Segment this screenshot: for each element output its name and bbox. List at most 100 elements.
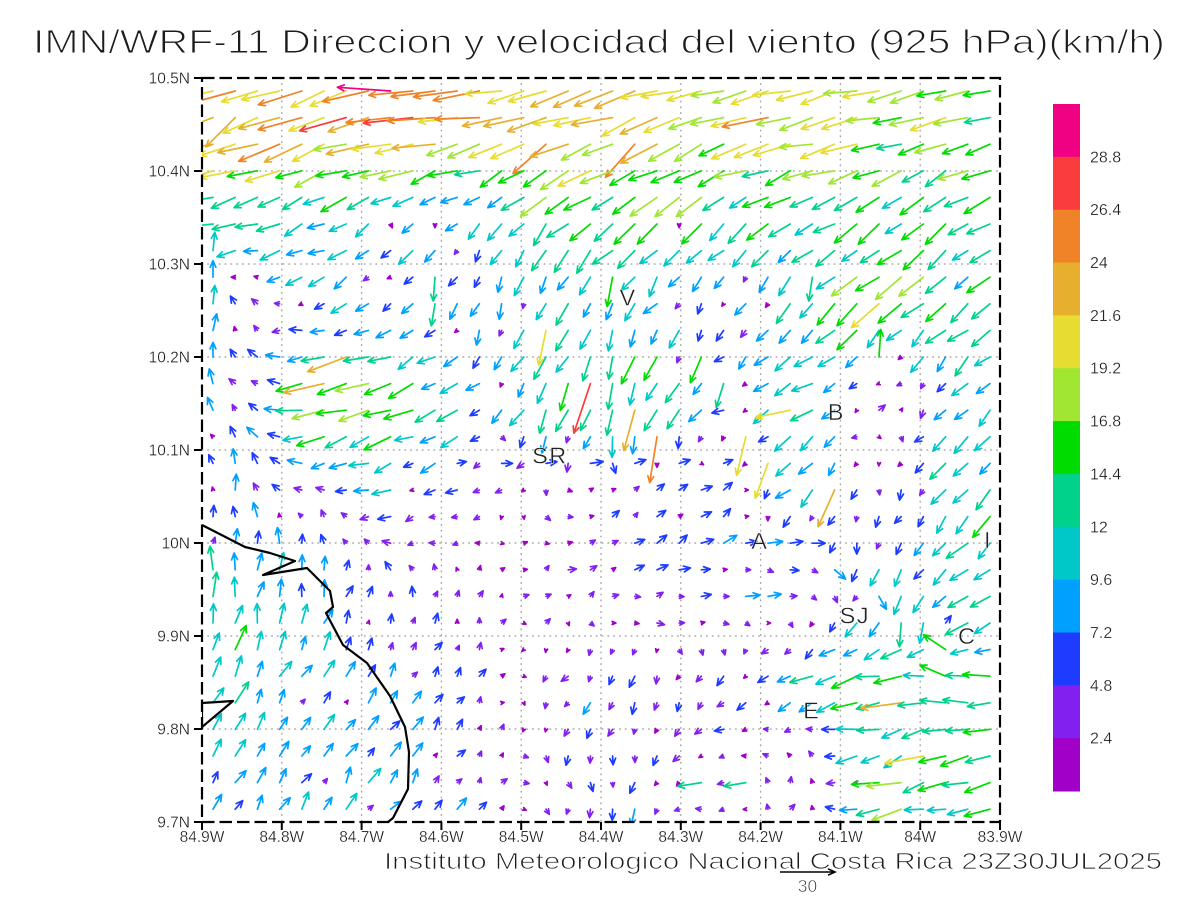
wind-arrow: [609, 781, 616, 788]
wind-arrow: [648, 276, 658, 298]
wind-arrow: [973, 568, 991, 581]
wind-arrow: [741, 196, 769, 209]
wind-arrow: [820, 143, 858, 155]
wind-arrow: [913, 143, 947, 155]
wind-arrow: [902, 781, 925, 794]
wind-arrow: [767, 538, 784, 546]
wind-arrow: [593, 90, 636, 110]
wind-arrow: [387, 613, 395, 624]
wind-arrow: [234, 769, 247, 784]
wind-arrow: [950, 382, 969, 397]
wind-arrow: [828, 622, 837, 633]
wind-arrow: [675, 701, 683, 713]
wind-arrow: [841, 90, 880, 100]
wind-arrow: [375, 329, 392, 339]
wind-arrow: [607, 728, 615, 737]
colorbar-segment: [1053, 368, 1080, 422]
wind-arrow: [428, 540, 436, 547]
wind-arrow: [969, 249, 991, 264]
wind-arrow: [333, 329, 348, 337]
wind-arrow: [585, 728, 593, 740]
wind-arrow: [737, 356, 747, 370]
wind-arrow: [964, 755, 991, 765]
wind-arrow: [499, 514, 505, 521]
x-tick-label: 84W: [904, 829, 936, 846]
wind-arrow: [815, 276, 836, 290]
wind-arrow: [408, 564, 415, 572]
wind-arrow: [777, 701, 792, 713]
wind-arrow: [234, 655, 244, 678]
wind-arrow: [210, 196, 237, 210]
wind-arrow: [941, 696, 969, 705]
wind-arrow: [947, 223, 969, 236]
wind-arrow: [815, 701, 836, 714]
wind-arrow: [653, 727, 660, 734]
wind-arrow: [259, 249, 281, 261]
wind-arrow: [253, 274, 259, 280]
wind-arrow: [300, 603, 309, 624]
wind-arrow: [633, 564, 646, 572]
y-axis-labels: 10.5N 10.4N 10.3N 10.2N 10.1N 10N 9.9N 9.8N 9.7N: [148, 70, 190, 832]
wind-arrow: [202, 116, 214, 123]
wind-arrow: [722, 481, 734, 491]
wind-arrow: [256, 581, 265, 598]
x-tick-label: 84.3W: [658, 829, 703, 846]
station-label-a: A: [751, 528, 768, 554]
wind-arrow: [411, 716, 425, 731]
wind-arrow: [765, 776, 771, 784]
wind-arrow: [765, 803, 771, 811]
wind-arrow: [537, 409, 547, 435]
wind-arrow: [521, 806, 527, 812]
wind-arrow: [912, 595, 925, 614]
colorbar-tick-label: 14.4: [1090, 466, 1121, 483]
wind-arrow: [628, 781, 637, 795]
wind-arrow: [675, 356, 682, 364]
wind-arrow: [722, 507, 732, 518]
wind-arrow: [257, 116, 303, 132]
wind-arrow: [852, 169, 880, 180]
x-tick-label: 84.1W: [818, 829, 863, 846]
wind-arrow: [877, 404, 887, 412]
wind-arrow: [432, 775, 440, 784]
wind-arrow: [700, 484, 714, 492]
wind-arrow: [452, 540, 459, 546]
wind-arrow: [290, 90, 325, 108]
wind-arrow: [399, 329, 414, 339]
wind-arrow: [917, 515, 925, 528]
colorbar-tick-label: 4.8: [1090, 678, 1112, 695]
wind-arrow: [211, 313, 219, 332]
wind-arrow: [411, 690, 423, 704]
wind-arrow: [563, 728, 571, 737]
reference-arrow-label: 30: [798, 876, 818, 896]
wind-arrow: [604, 276, 614, 308]
wind-arrow: [918, 488, 926, 496]
wind-arrow: [610, 462, 618, 475]
wind-arrow: [722, 534, 738, 545]
wind-arrow: [741, 381, 748, 387]
wind-arrow: [476, 750, 483, 758]
wind-arrow: [650, 169, 681, 184]
wind-arrow: [520, 302, 527, 310]
wind-arrow: [251, 501, 259, 518]
wind-arrow: [946, 329, 969, 343]
wind-arrow: [776, 675, 792, 683]
y-tick-label: 9.7N: [157, 815, 190, 832]
wind-arrow: [621, 409, 636, 452]
wind-arrow: [323, 631, 332, 651]
wind-arrow: [544, 514, 552, 522]
wind-arrow: [736, 701, 747, 711]
wind-arrow: [744, 487, 750, 493]
wind-arrow: [722, 781, 747, 789]
wind-arrow: [212, 712, 223, 731]
wind-arrow: [800, 116, 836, 131]
wind-arrow: [863, 648, 880, 661]
wind-arrow: [220, 90, 259, 104]
wind-arrow: [286, 457, 303, 466]
colorbar-segment: [1053, 421, 1080, 475]
wind-arrow: [409, 487, 415, 493]
wind-arrow: [809, 804, 815, 811]
wind-arrow: [544, 617, 552, 625]
colorbar-segment: [1053, 209, 1080, 263]
wind-arrow: [664, 382, 681, 404]
wind-arrow: [467, 223, 481, 241]
